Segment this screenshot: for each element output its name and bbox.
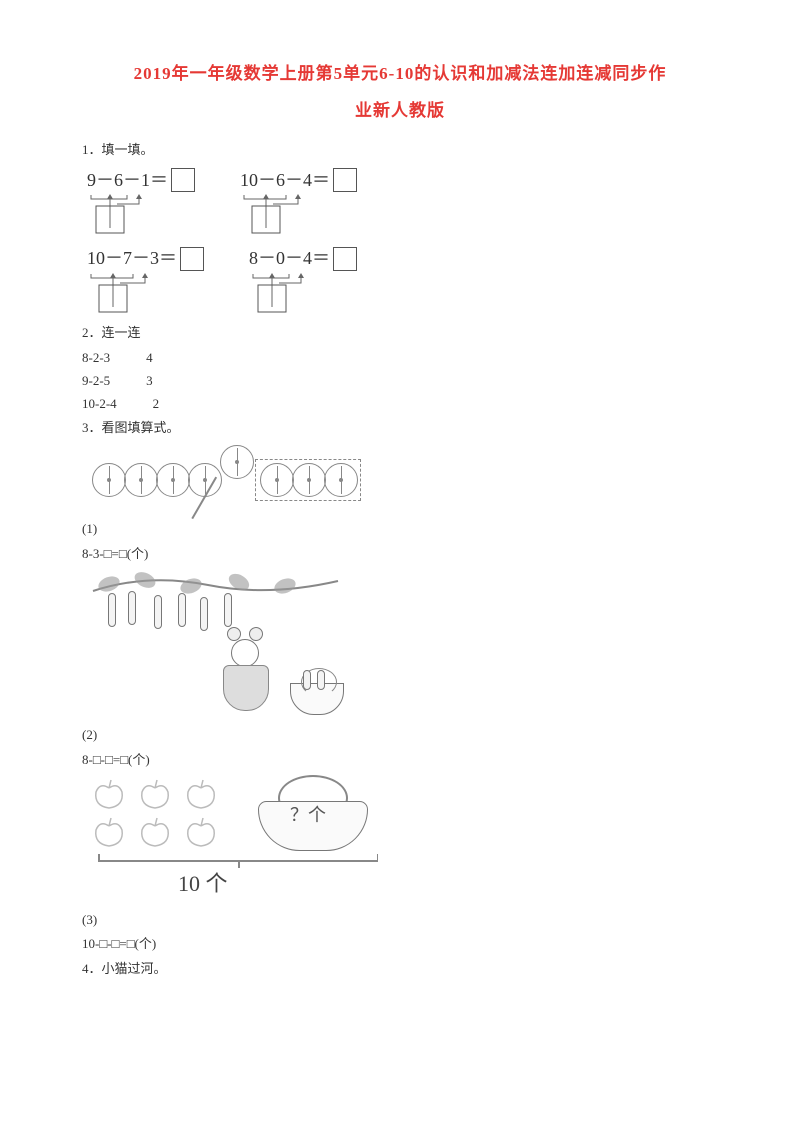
- basket-unknown-label: ？个: [290, 801, 326, 830]
- q1-item-0-1: 10 － 6 － 4 ＝: [240, 166, 357, 235]
- q3-part2-formula: 8-□-□=□(个): [82, 750, 718, 771]
- q3-part1-idx: (1): [82, 519, 718, 540]
- step-diagram: [87, 273, 177, 313]
- op: －: [105, 244, 123, 273]
- match-left: 8-2-3: [82, 348, 110, 369]
- num-a: 10: [87, 244, 105, 273]
- num-b: 0: [276, 244, 285, 273]
- eq: ＝: [312, 244, 330, 273]
- answer-box[interactable]: [171, 168, 195, 192]
- q1-item-0-0: 9 － 6 － 1 ＝: [87, 166, 195, 235]
- op: －: [96, 166, 114, 195]
- bean-pod-icon: [200, 597, 208, 631]
- curly-brace-icon: [98, 854, 378, 868]
- q3-part1-formula: 8-3-□=□(个): [82, 544, 718, 565]
- step-diagram: [240, 194, 330, 234]
- match-left: 10-2-4: [82, 394, 117, 415]
- match-right: 4: [146, 348, 153, 369]
- bean-pod-icon: [108, 593, 116, 627]
- match-right: 2: [153, 394, 160, 415]
- q1-label: 1．填一填。: [82, 140, 718, 161]
- num-c: 3: [150, 244, 159, 273]
- ball-icon: [324, 463, 358, 497]
- q4-label: 4．小猫过河。: [82, 959, 718, 980]
- bean-pod-icon: [178, 593, 186, 627]
- q3-part1-diagram: [92, 445, 718, 515]
- ball-icon: [92, 463, 126, 497]
- num-b: 7: [123, 244, 132, 273]
- op: －: [285, 244, 303, 273]
- apple-icon: [134, 776, 176, 812]
- bean-pod-icon: [317, 670, 325, 690]
- num-a: 8: [249, 244, 258, 273]
- op: －: [132, 244, 150, 273]
- answer-box[interactable]: [333, 247, 357, 271]
- brace-row: [98, 854, 418, 868]
- dashed-group: [255, 459, 361, 501]
- step-diagram: [249, 273, 339, 313]
- apple-icon: [180, 814, 222, 850]
- bean-pod-icon: [303, 670, 311, 690]
- answer-box[interactable]: [333, 168, 357, 192]
- q3-part3-formula: 10-□-□=□(个): [82, 934, 718, 955]
- ball-icon: [156, 463, 190, 497]
- ball-icon: [220, 445, 254, 479]
- basket-icon: [290, 683, 344, 715]
- apple-icon: [134, 814, 176, 850]
- bean-pod-icon: [154, 595, 162, 629]
- worksheet-title: 2019年一年级数学上册第5单元6-10的认识和加减法连加连减同步作 业新人教版: [82, 55, 718, 130]
- num-b: 6: [276, 166, 285, 195]
- apple-icon: [88, 776, 130, 812]
- num-a: 10: [240, 166, 258, 195]
- q3-part3-idx: (3): [82, 910, 718, 931]
- expression: 10 － 6 － 4 ＝: [240, 166, 357, 195]
- expression: 8 － 0 － 4 ＝: [249, 244, 357, 273]
- eq: ＝: [150, 166, 168, 195]
- basket-icon: ？个: [258, 781, 368, 851]
- q2-label: 2．连一连: [82, 323, 718, 344]
- q2-pair-1: 9-2-5 3: [82, 371, 718, 392]
- ball-icon: [260, 463, 294, 497]
- q2-pair-0: 8-2-3 4: [82, 348, 718, 369]
- q3-part3-diagram: ？个 10 个: [88, 776, 418, 905]
- eq: ＝: [159, 244, 177, 273]
- q1-item-1-1: 8 － 0 － 4 ＝: [249, 244, 357, 313]
- bean-pod-icon: [128, 591, 136, 625]
- op: －: [258, 166, 276, 195]
- num-b: 6: [114, 166, 123, 195]
- expression: 10 － 7 － 3 ＝: [87, 244, 204, 273]
- ball-icon: [124, 463, 158, 497]
- apple-grid: [88, 776, 238, 850]
- match-left: 9-2-5: [82, 371, 110, 392]
- apple-icon: [180, 776, 222, 812]
- q3-part2-idx: (2): [82, 725, 718, 746]
- num-a: 9: [87, 166, 96, 195]
- girl-icon: [213, 621, 283, 721]
- vine-icon: [88, 571, 348, 611]
- brace-total-label: 10 个: [178, 866, 418, 901]
- op: －: [123, 166, 141, 195]
- op: －: [285, 166, 303, 195]
- q2-pair-2: 10-2-4 2: [82, 394, 718, 415]
- q3-part2-diagram: [88, 571, 358, 721]
- num-c: 4: [303, 244, 312, 273]
- ball-icon: [292, 463, 326, 497]
- expression: 9 － 6 － 1 ＝: [87, 166, 195, 195]
- q3-label: 3．看图填算式。: [82, 418, 718, 439]
- title-line-1: 2019年一年级数学上册第5单元6-10的认识和加减法连加连减同步作: [82, 55, 718, 92]
- q1-row-2: 10 － 7 － 3 ＝ 8 － 0 － 4 ＝: [87, 244, 718, 313]
- q1-row-1: 9 － 6 － 1 ＝ 10 － 6 － 4 ＝: [87, 166, 718, 235]
- step-diagram: [87, 194, 173, 234]
- title-line-2: 业新人教版: [82, 92, 718, 129]
- match-right: 3: [146, 371, 153, 392]
- eq: ＝: [312, 166, 330, 195]
- num-c: 1: [141, 166, 150, 195]
- apple-icon: [88, 814, 130, 850]
- answer-box[interactable]: [180, 247, 204, 271]
- cross-out-icon: [186, 479, 222, 515]
- q1-item-1-0: 10 － 7 － 3 ＝: [87, 244, 204, 313]
- num-c: 4: [303, 166, 312, 195]
- op: －: [258, 244, 276, 273]
